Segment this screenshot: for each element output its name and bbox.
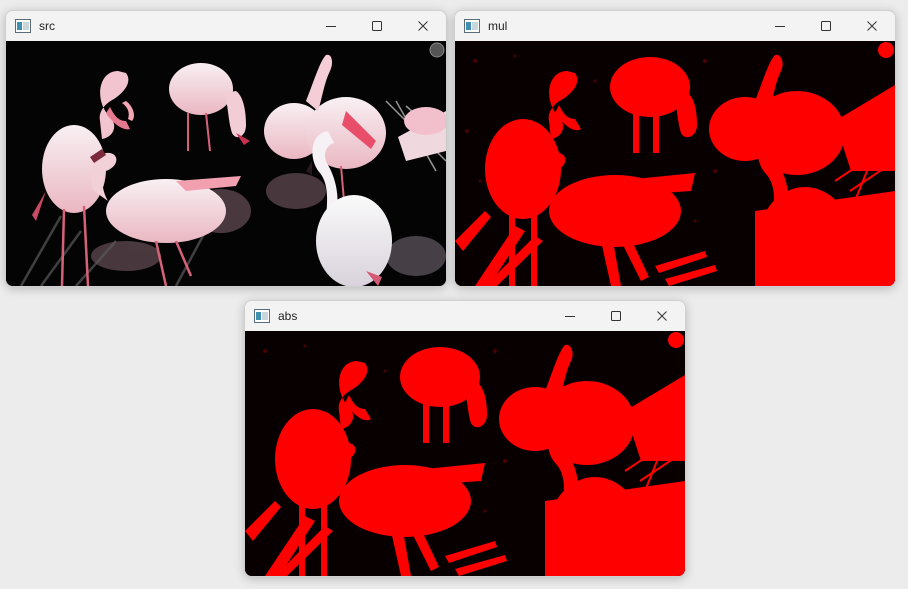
red-mask-image [455, 41, 895, 286]
window-mul[interactable]: mul [454, 10, 896, 287]
image-view-abs [245, 331, 685, 576]
close-button[interactable] [400, 11, 446, 41]
flamingo-photo [6, 41, 446, 286]
window-src[interactable]: src [5, 10, 447, 287]
title-bar[interactable]: mul [455, 11, 895, 41]
close-icon [867, 21, 877, 31]
window-abs[interactable]: abs [244, 300, 686, 577]
minimize-icon [565, 316, 575, 317]
minimize-button[interactable] [547, 301, 593, 331]
minimize-button[interactable] [308, 11, 354, 41]
minimize-button[interactable] [757, 11, 803, 41]
close-icon [418, 21, 428, 31]
maximize-button[interactable] [593, 301, 639, 331]
close-button[interactable] [639, 301, 685, 331]
title-bar[interactable]: src [6, 11, 446, 41]
title-bar[interactable]: abs [245, 301, 685, 331]
window-title: mul [488, 19, 508, 33]
app-window-icon [464, 19, 480, 33]
app-window-icon [254, 309, 270, 323]
window-title: abs [278, 309, 298, 323]
maximize-icon [821, 21, 831, 31]
close-icon [657, 311, 667, 321]
maximize-icon [372, 21, 382, 31]
maximize-button[interactable] [803, 11, 849, 41]
app-window-icon [15, 19, 31, 33]
window-title: src [39, 19, 55, 33]
image-view-src [6, 41, 446, 286]
image-view-mul [455, 41, 895, 286]
maximize-button[interactable] [354, 11, 400, 41]
close-button[interactable] [849, 11, 895, 41]
minimize-icon [775, 26, 785, 27]
maximize-icon [611, 311, 621, 321]
minimize-icon [326, 26, 336, 27]
red-mask-image [245, 331, 685, 576]
